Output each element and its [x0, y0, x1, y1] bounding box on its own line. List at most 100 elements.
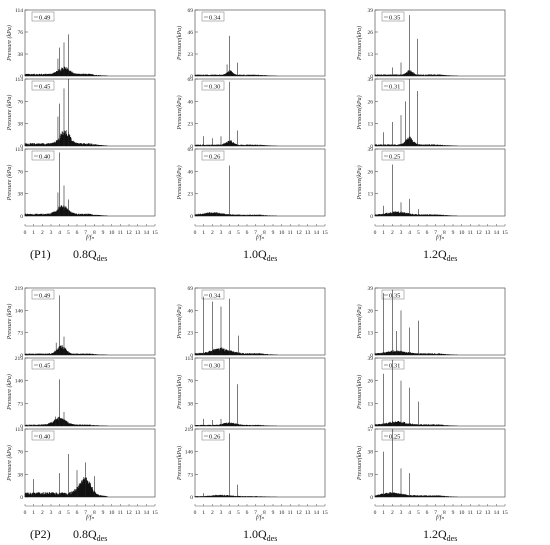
x-tick-label: 4	[228, 510, 231, 516]
x-tick-label: 11	[118, 510, 124, 516]
x-tick-label: 12	[476, 230, 482, 236]
spectrum-series	[24, 130, 108, 146]
x-tick-label: 10	[109, 510, 115, 516]
x-tick-label: 11	[468, 230, 474, 236]
span-legend-box	[381, 80, 405, 91]
x-tick-label: 7	[254, 230, 257, 236]
panel-p1-1.0qdes-0.26: 0 23 46 69 Pressure(kPa) 0.26	[176, 147, 326, 220]
y-tick-label: 0	[370, 495, 373, 501]
spectrum-series	[194, 70, 278, 76]
x-tick-label: 13	[135, 230, 141, 236]
span-legend-box	[201, 150, 225, 161]
y-tick-label: 39	[368, 77, 374, 83]
x-axis-label: f/fₙ	[86, 234, 94, 241]
caption-p1-0.8qdes: 0.8Qdes	[73, 247, 108, 263]
y-tick-label: 46	[188, 99, 194, 105]
x-axis-label: f/fₙ	[256, 234, 264, 241]
x-tick-label: 5	[67, 510, 70, 516]
spectrum-series	[24, 345, 108, 355]
spectrum-series	[194, 212, 278, 216]
x-tick-label: 1	[382, 230, 385, 236]
y-axis-label: Pressure(kPa)	[356, 165, 363, 200]
spectrum-series	[374, 70, 458, 76]
y-tick-label: 23	[188, 52, 194, 58]
x-tick-label: 10	[109, 230, 115, 236]
x-tick-label: 7	[84, 230, 87, 236]
x-tick-label: 8	[93, 510, 96, 516]
y-tick-label: 0	[190, 74, 193, 80]
x-tick-label: 8	[263, 510, 266, 516]
y-tick-label: 219	[15, 286, 24, 292]
y-tick-label: 73	[188, 472, 194, 478]
x-tick-label: 2	[211, 510, 214, 516]
x-tick-label: 13	[135, 510, 141, 516]
y-tick-label: 76	[18, 450, 24, 456]
y-tick-label: 23	[188, 122, 194, 128]
spectrum-series	[24, 66, 108, 76]
x-tick-label: 10	[459, 230, 465, 236]
x-tick-label: 3	[50, 510, 53, 516]
x-tick-label: 2	[41, 510, 44, 516]
x-tick-label: 10	[459, 510, 465, 516]
y-tick-label: 0	[20, 424, 23, 430]
y-axis-label: Pressure(kPa)	[176, 446, 183, 481]
span-legend-box	[381, 150, 405, 161]
span-legend-box	[381, 11, 405, 22]
span-legend-box	[31, 150, 55, 161]
x-tick-label: 11	[288, 230, 294, 236]
spectrum-series	[374, 136, 458, 146]
x-tick-label: 6	[426, 230, 429, 236]
x-tick-label: 15	[502, 510, 508, 516]
y-tick-label: 73	[18, 331, 24, 337]
x-axis-label: f/fₙ	[436, 234, 444, 241]
y-tick-label: 0	[20, 74, 23, 80]
span-label: 0.35	[389, 15, 400, 22]
y-tick-label: 57	[368, 427, 374, 433]
y-tick-label: 13	[368, 52, 374, 58]
caption-p2-1.2qdes: 1.2Qdes	[423, 527, 458, 543]
panel-p2-1.0qdes-0.30: 0 38 76 114 Pressure(kPa) 0.30	[176, 356, 326, 430]
x-tick-label: 9	[452, 510, 455, 516]
x-tick-label: 13	[305, 510, 311, 516]
span-legend-box	[31, 359, 55, 370]
x-tick-label: 3	[400, 230, 403, 236]
x-tick-label: 13	[485, 230, 491, 236]
x-tick-label: 3	[220, 510, 223, 516]
y-tick-label: 23	[188, 331, 194, 337]
span-label: 0.30	[209, 84, 220, 91]
span-label: 0.49	[39, 293, 50, 300]
span-label: 0.45	[39, 363, 50, 370]
x-tick-label: 0	[194, 230, 197, 236]
y-tick-label: 69	[188, 147, 194, 153]
x-tick-label: 4	[58, 230, 61, 236]
panel-p1-1.0qdes-0.34: 0 23 46 69 Pressure(kPa) 0.34	[176, 8, 326, 80]
y-tick-label: 0	[190, 214, 193, 220]
x-tick-label: 6	[76, 510, 79, 516]
span-label: 0.31	[389, 84, 400, 91]
x-tick-label: 7	[84, 510, 87, 516]
x-tick-label: 15	[502, 230, 508, 236]
x-tick-label: 14	[494, 510, 500, 516]
y-tick-label: 38	[188, 401, 194, 407]
x-tick-label: 11	[468, 510, 474, 516]
x-tick-label: 14	[314, 230, 320, 236]
y-tick-label: 39	[368, 286, 374, 292]
x-tick-label: 0	[24, 230, 27, 236]
y-axis-label: Pressure (kPa)	[6, 25, 13, 62]
panel-p1-1.2qdes-0.25: 0 13 26 39 Pressure(kPa) 0.25	[356, 147, 506, 220]
panel-p2-0.8qdes-0.45: 0 73 146 219 Pressure (kPa) 0.45	[6, 356, 156, 430]
y-tick-label: 0	[20, 495, 23, 501]
y-tick-label: 73	[18, 401, 24, 407]
span-legend-box	[201, 430, 225, 441]
y-tick-label: 26	[368, 99, 374, 105]
y-tick-label: 13	[368, 331, 374, 337]
y-tick-label: 0	[370, 214, 373, 220]
span-legend-box	[31, 430, 55, 441]
spectrum-series	[24, 205, 108, 216]
x-tick-label: 3	[220, 230, 223, 236]
y-tick-label: 46	[188, 308, 194, 314]
span-label: 0.34	[209, 293, 221, 300]
row-label-p1: (P1)	[30, 247, 51, 261]
x-tick-label: 4	[408, 230, 411, 236]
x-tick-label: 8	[443, 230, 446, 236]
